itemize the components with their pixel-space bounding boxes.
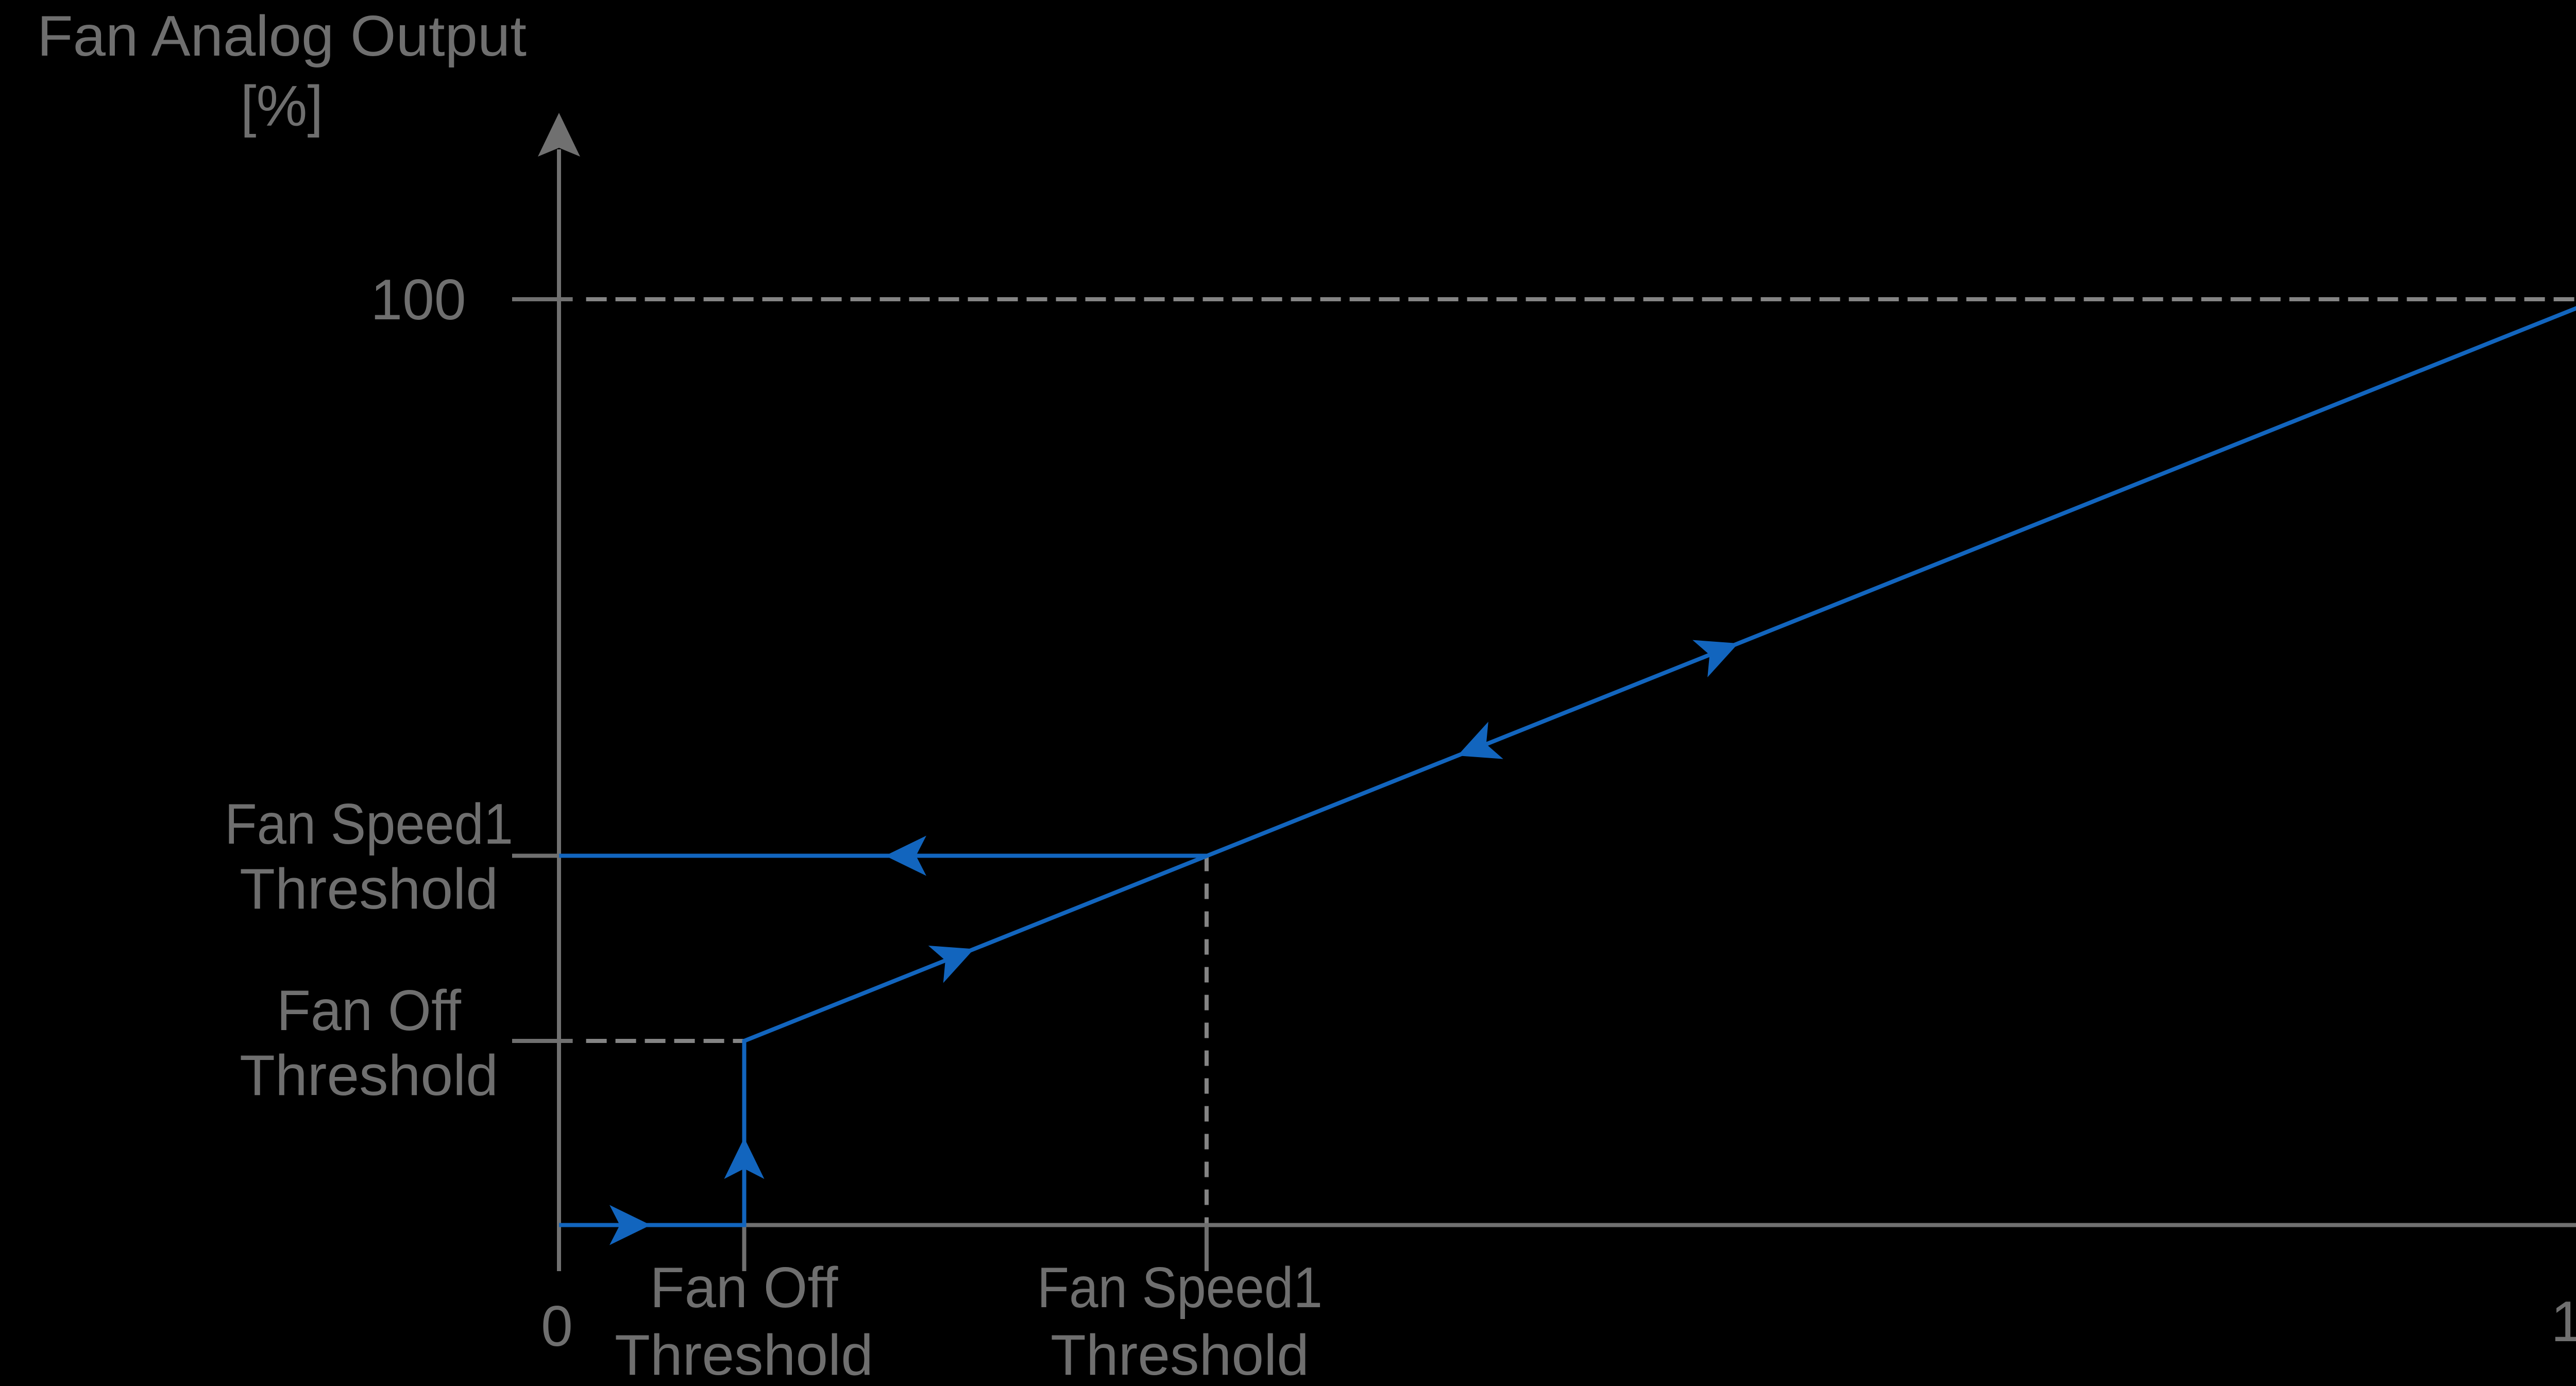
svg-text:Fan Analog Output: Fan Analog Output xyxy=(37,4,527,68)
svg-text:100: 100 xyxy=(2551,1290,2576,1354)
svg-text:0: 0 xyxy=(541,1294,573,1358)
svg-text:Fan Off: Fan Off xyxy=(277,979,461,1042)
svg-text:Threshold: Threshold xyxy=(240,857,498,921)
svg-text:100: 100 xyxy=(370,268,466,332)
svg-text:Fan Speed1: Fan Speed1 xyxy=(225,792,513,856)
svg-text:Threshold: Threshold xyxy=(615,1323,873,1386)
svg-text:[%]: [%] xyxy=(241,74,323,138)
svg-text:Threshold: Threshold xyxy=(240,1043,498,1107)
svg-text:Fan Off: Fan Off xyxy=(650,1256,838,1320)
svg-text:Fan Speed1: Fan Speed1 xyxy=(1037,1256,1323,1320)
svg-text:Threshold: Threshold xyxy=(1050,1323,1309,1386)
